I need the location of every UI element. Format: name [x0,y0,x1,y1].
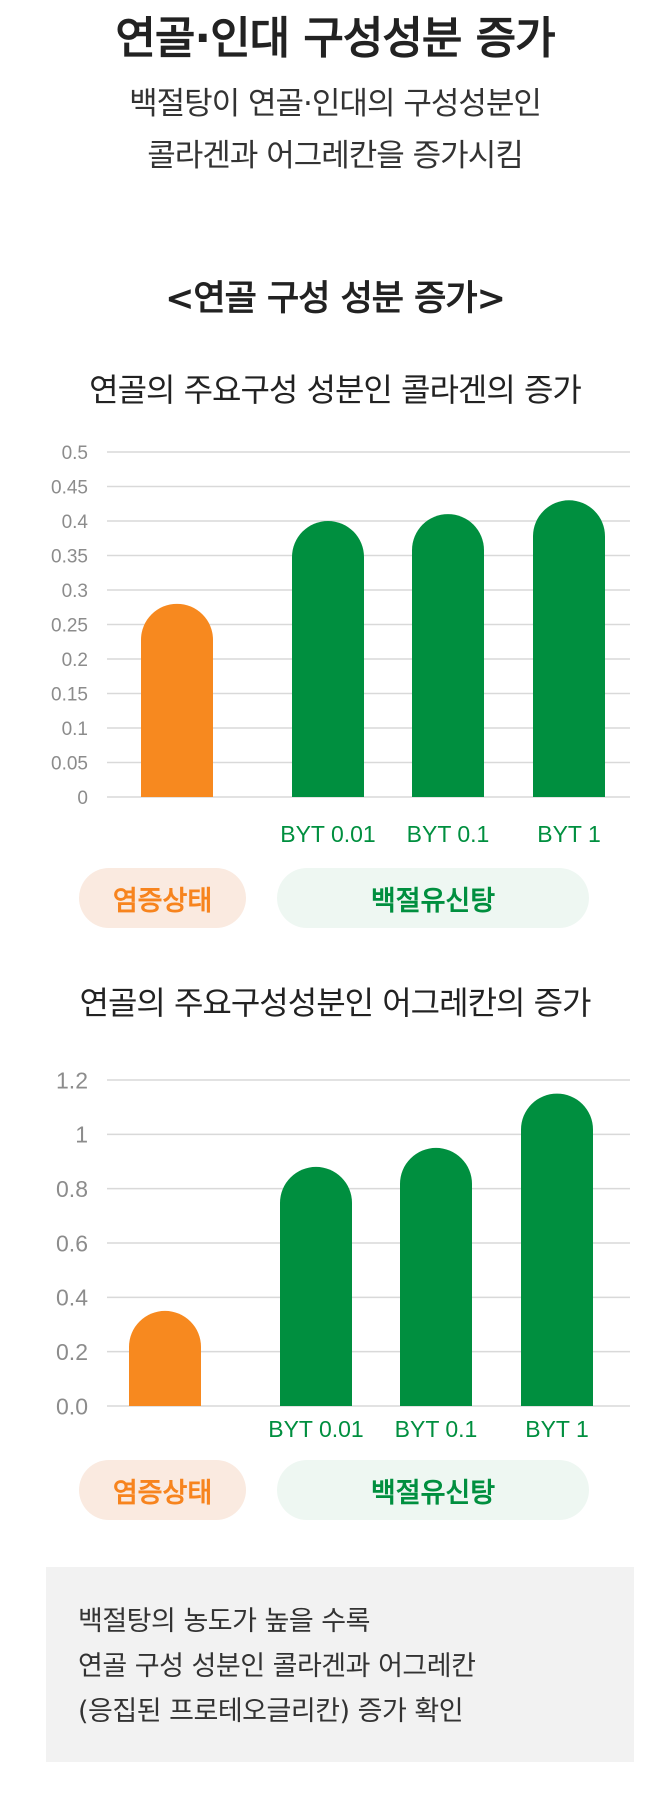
collagen-ytick-label: 0.2 [62,650,88,671]
collagen-ytick-label: 0.15 [51,684,88,705]
collagen-ytick-label: 0.3 [62,581,88,602]
collagen-chart: 0 0.05 0.1 0.15 0.2 0.25 0.3 0.35 0.4 0.45 0.5 BYT … [51,443,630,847]
aggrecan-ytick-label: 1 [75,1122,88,1148]
collagen-ytick-label: 0.25 [51,615,88,636]
summary-box: 백절탕의 농도가 높을 수록 연골 구성 성분인 콜라겐과 어그레칸 (응집된 … [46,1567,634,1762]
aggrecan-category-label: BYT 0.1 [395,1416,478,1442]
collagen-category-label: BYT 1 [537,821,601,847]
aggrecan-ytick-label: 0.8 [56,1176,88,1202]
collagen-ytick-label: 0.35 [51,546,88,567]
aggrecan-category-label: BYT 1 [525,1416,589,1442]
aggrecan-bar-byt-1 [521,1093,593,1406]
aggrecan-ytick-label: 0.4 [56,1285,88,1311]
collagen-ytick-label: 0.5 [62,443,88,464]
collagen-group-treatment: 백절유신탕 [277,868,589,928]
collagen-chart-title: 연골의 주요구성 성분인 콜라겐의 증가 [89,371,582,409]
aggrecan-group-inflammation: 염증상태 [79,1460,246,1520]
collagen-ytick-label: 0.45 [51,477,88,498]
page-subtitle-line1: 백절탕이 연골·인대의 구성성분인 [129,86,542,122]
collagen-ytick-label: 0.1 [62,719,88,740]
collagen-group-inflammation: 염증상태 [79,868,246,928]
aggrecan-ytick-label: 0.2 [56,1339,88,1365]
section-title: <연골 구성 성분 증가> [165,279,506,319]
aggrecan-bar-byt-001 [280,1166,352,1406]
collagen-bar-byt-1 [533,500,605,797]
page-title: 연골·인대 구성성분 증가 [115,13,555,64]
summary-line-1: 백절탕의 농도가 높을 수록 [78,1606,371,1637]
aggrecan-ytick-label: 1.2 [56,1067,88,1093]
collagen-bar-byt-01 [412,514,484,797]
collagen-ytick-label: 0.05 [51,753,88,774]
aggrecan-chart: 0.0 0.2 0.4 0.6 0.8 1 1.2 BYT 0.01 BYT 0.1 BYT 1 [56,1067,630,1442]
summary-line-3: (응집된 프로테오글리칸) 증가 확인 [78,1696,464,1727]
collagen-ytick-label: 0.4 [62,512,89,533]
collagen-bar-byt-001 [292,521,364,797]
aggrecan-bar-inflammation [129,1310,201,1406]
summary-line-2: 연골 구성 성분인 콜라겐과 어그레칸 [78,1651,476,1682]
collagen-ytick-label: 0 [77,788,88,809]
aggrecan-bar-byt-01 [400,1147,473,1406]
collagen-bar-inflammation [141,603,213,797]
page-subtitle-line2: 콜라겐과 어그레칸을 증가시킴 [147,138,523,174]
aggrecan-group-treatment: 백절유신탕 [277,1460,589,1520]
collagen-category-label: BYT 0.1 [407,821,490,847]
aggrecan-category-label: BYT 0.01 [268,1416,363,1442]
aggrecan-ytick-label: 0.0 [56,1393,88,1419]
collagen-category-label: BYT 0.01 [280,821,375,847]
aggrecan-ytick-label: 0.6 [56,1230,88,1256]
aggrecan-chart-title: 연골의 주요구성성분인 어그레칸의 증가 [79,984,592,1022]
